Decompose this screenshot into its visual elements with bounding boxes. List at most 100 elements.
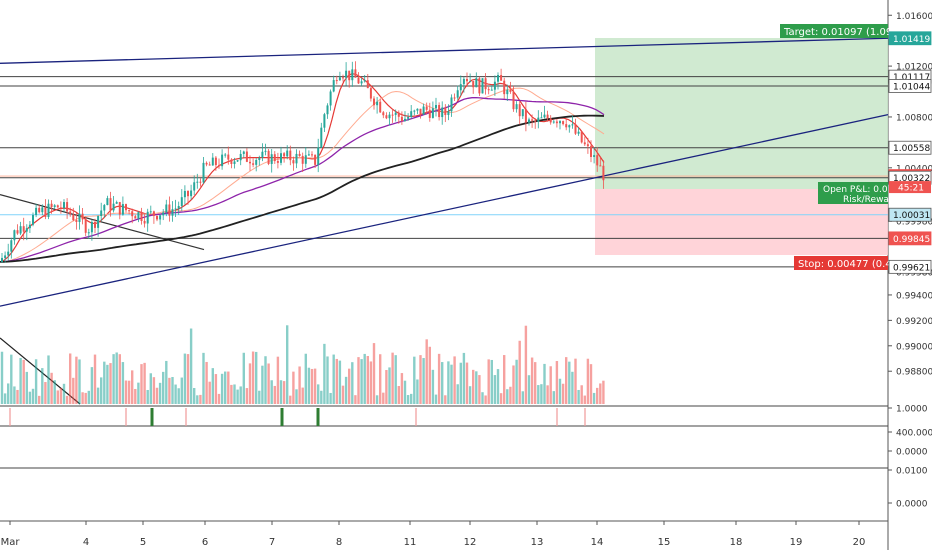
candle-body: [168, 204, 171, 216]
candle-body: [509, 89, 512, 92]
volume-bar: [131, 370, 134, 404]
time-tick-label: 8: [336, 537, 342, 548]
candle-body: [224, 154, 227, 156]
volume-bar: [509, 386, 512, 404]
volume-bar: [65, 395, 69, 404]
candle-body: [252, 163, 255, 165]
volume-bar: [189, 328, 193, 404]
volume-bar: [282, 381, 286, 404]
candle-body: [568, 125, 571, 128]
candle-body: [586, 144, 589, 147]
candle-body: [69, 211, 72, 215]
candle-body: [531, 119, 534, 121]
volume-bar: [78, 359, 81, 404]
candle-body: [211, 157, 214, 166]
volume-bar: [397, 386, 400, 404]
time-tick-label: 5: [140, 537, 146, 548]
candle-body: [280, 153, 282, 163]
volume-bar: [391, 352, 394, 404]
volume-bar: [3, 393, 7, 404]
volume-bar: [571, 371, 574, 404]
volume-bar: [574, 358, 577, 404]
price-tick-label: 0.98800: [896, 368, 932, 378]
candle-body: [441, 107, 444, 118]
volume-bar: [270, 380, 273, 404]
price-tick-label: 1.01600: [896, 12, 932, 22]
price-tick-label: 1.00800: [896, 113, 932, 123]
price-axis[interactable]: 1.016001.012001.008001.004000.999800.995…: [888, 12, 932, 378]
volume-bar: [465, 362, 469, 404]
candle-body: [593, 155, 596, 157]
volume-bar: [87, 390, 90, 404]
volume-bars: [0, 325, 605, 404]
volume-bar: [19, 357, 22, 404]
candle-body: [258, 157, 261, 161]
volume-bar: [124, 380, 128, 404]
volume-bar: [484, 395, 487, 404]
candle-body: [75, 220, 78, 222]
volume-bar: [456, 384, 459, 404]
candle-body: [59, 207, 62, 209]
volume-bar: [348, 368, 351, 404]
candle-body: [552, 121, 555, 123]
candle-body: [571, 124, 574, 126]
candle-body: [146, 211, 149, 224]
candle-body: [450, 97, 453, 112]
candle-body: [453, 97, 456, 99]
candle-body: [320, 127, 323, 148]
volume-bar: [304, 353, 307, 404]
volume-bar: [146, 389, 149, 404]
candle-body: [118, 202, 121, 215]
pane-tick-label: 400.0000: [896, 429, 932, 439]
candle-body: [218, 165, 220, 167]
resistance-trendline: [0, 194, 205, 251]
time-axis[interactable]: Mar 4 5 6 7 8 11 12 13 14 15 18 19 20: [1, 521, 866, 548]
candle-body: [444, 107, 447, 116]
volume-bar: [267, 363, 270, 404]
volume-bar: [521, 391, 524, 404]
candle-body: [32, 215, 34, 225]
candle-body: [335, 80, 338, 82]
volume-bar: [50, 372, 53, 404]
volume-bar: [134, 388, 137, 404]
volume-bar: [16, 389, 19, 404]
signal-bar-sell: [584, 408, 586, 426]
volume-bar: [90, 367, 94, 404]
candle-body: [100, 210, 103, 217]
level-label-box: [888, 207, 932, 222]
candle-body: [177, 206, 180, 209]
candle-body: [44, 207, 47, 218]
volume-bar: [227, 371, 230, 404]
candle-body: [131, 211, 134, 217]
candle-body: [66, 202, 69, 212]
candle-body: [438, 105, 441, 118]
candle-body: [543, 114, 546, 118]
volume-bar: [354, 395, 357, 404]
volume-bar: [341, 385, 345, 404]
volume-bar: [44, 382, 47, 404]
volume-bar: [468, 386, 472, 404]
volume-bar: [499, 393, 503, 404]
candle-body: [193, 182, 196, 191]
candle-body: [97, 216, 100, 228]
candle-body: [518, 104, 521, 117]
target-zone[interactable]: [595, 38, 888, 189]
volume-bar: [273, 385, 276, 404]
candle-body: [19, 226, 22, 234]
time-tick-label: 4: [83, 537, 89, 548]
candle-body: [298, 153, 301, 156]
candle-body: [400, 116, 403, 121]
candle-body: [382, 112, 385, 116]
volume-bar: [264, 356, 267, 404]
candle-body: [208, 164, 211, 166]
level-label-box: [888, 231, 932, 246]
level-label-text: 0.99621: [893, 263, 930, 273]
candle-body: [304, 155, 307, 164]
candle-body: [416, 108, 419, 111]
volume-bar: [310, 368, 314, 404]
volume-bar: [313, 368, 317, 404]
candle-body: [202, 162, 205, 183]
candle-body: [357, 77, 360, 84]
volume-bar: [351, 362, 354, 404]
